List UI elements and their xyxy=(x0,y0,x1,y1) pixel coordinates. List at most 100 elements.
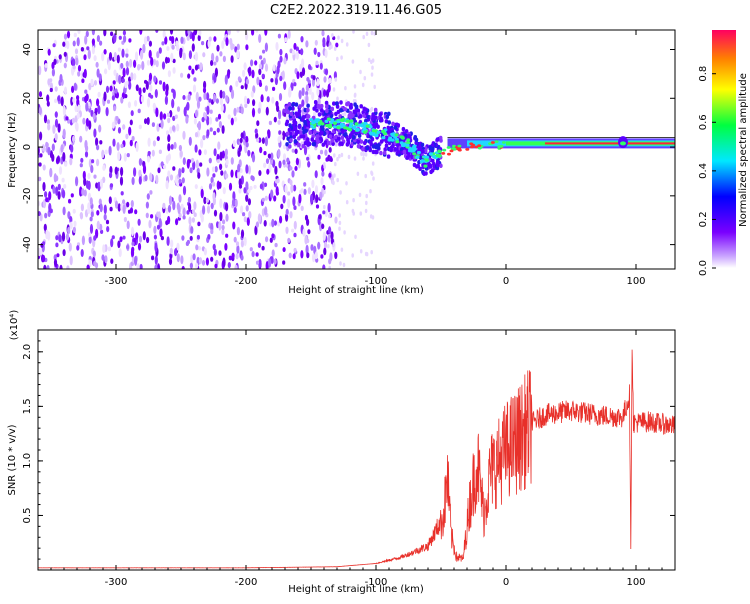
spectral-cell xyxy=(356,144,361,149)
spectral-cell xyxy=(341,112,345,118)
spectral-cell xyxy=(274,77,278,86)
spectral-cell xyxy=(96,35,100,42)
spectral-cell xyxy=(154,242,158,253)
spectral-cell xyxy=(156,51,160,59)
spectral-cell xyxy=(199,62,203,71)
spectral-cell xyxy=(370,72,374,77)
spectral-cell xyxy=(322,131,327,136)
spectral-cell xyxy=(231,252,235,259)
spectral-cell xyxy=(122,199,126,205)
spectral-cell xyxy=(43,114,48,124)
spectral-cell xyxy=(280,203,284,210)
spectral-cell xyxy=(76,245,80,251)
spectral-cell xyxy=(352,99,356,104)
spectral-cell xyxy=(117,47,121,52)
spectral-cell xyxy=(253,184,257,189)
spectral-cell xyxy=(155,30,159,33)
spectral-cell xyxy=(187,73,191,79)
spectral-cell xyxy=(95,137,99,147)
spectral-cell xyxy=(233,107,237,117)
spectral-cell xyxy=(378,112,383,117)
spectral-cell xyxy=(334,161,337,167)
spectral-cell xyxy=(430,148,435,153)
y-tick-label: 2.0 xyxy=(22,344,33,360)
spectral-cell xyxy=(301,99,305,107)
spectral-cell xyxy=(258,170,262,176)
spectral-cell xyxy=(146,97,151,108)
spectral-cell xyxy=(306,107,310,113)
spectral-cell xyxy=(48,191,52,201)
spectral-cell xyxy=(125,48,129,54)
spectral-cell xyxy=(59,73,63,83)
spectral-cell xyxy=(255,30,259,33)
spectral-cell xyxy=(295,46,300,52)
spectral-cell xyxy=(289,179,293,186)
spectral-cell xyxy=(134,255,138,266)
spectral-cell xyxy=(122,67,126,78)
spectral-cell xyxy=(172,166,176,171)
spectral-cell xyxy=(243,62,247,71)
spectral-cell xyxy=(198,149,202,156)
spectral-cell xyxy=(274,165,278,175)
spectral-cell xyxy=(158,47,162,54)
spectral-cell xyxy=(282,159,286,165)
spectral-cell xyxy=(182,95,186,100)
spectral-cell xyxy=(180,255,184,265)
spectral-cell xyxy=(71,85,75,93)
spectral-cell xyxy=(242,69,246,78)
spectral-cell xyxy=(83,68,87,79)
spectral-cell xyxy=(206,92,210,101)
spectral-cell xyxy=(264,63,269,72)
spectral-cell xyxy=(330,138,335,143)
spectral-cell xyxy=(361,82,365,88)
spectral-cell xyxy=(162,202,166,210)
spectral-cell xyxy=(359,123,364,127)
spectral-cell xyxy=(286,136,291,141)
spectral-cell xyxy=(176,123,180,132)
spectral-cell xyxy=(42,164,46,171)
spectral-cell xyxy=(276,104,280,112)
spectral-cell xyxy=(193,77,197,82)
spectral-cell xyxy=(88,235,92,244)
spectral-cell xyxy=(447,152,451,156)
spectral-cell xyxy=(200,138,204,149)
spectral-cell xyxy=(96,220,100,230)
spectral-cell xyxy=(370,171,374,176)
spectral-cell xyxy=(137,108,141,114)
spectral-cell xyxy=(182,157,186,166)
spectral-cell xyxy=(194,144,198,153)
spectral-cell xyxy=(265,261,269,269)
spectral-cell xyxy=(130,226,135,237)
spectral-cell xyxy=(421,149,425,154)
spectral-cell xyxy=(142,87,146,93)
spectral-cell xyxy=(47,123,51,131)
spectral-cell xyxy=(245,135,249,144)
spectral-cell xyxy=(103,49,107,55)
spectral-cell xyxy=(54,133,58,141)
spectral-cell xyxy=(100,229,104,234)
spectral-cell xyxy=(220,170,224,176)
spectral-cell xyxy=(318,214,322,219)
spectral-cell xyxy=(162,81,166,92)
spectral-cell xyxy=(38,247,41,257)
spectral-cell xyxy=(270,152,274,161)
spectral-cell xyxy=(299,63,303,73)
spectral-cell xyxy=(89,216,93,222)
spectral-cell xyxy=(176,106,181,112)
spectral-cell xyxy=(148,92,152,98)
spectral-cell xyxy=(202,52,206,58)
spectral-cell xyxy=(189,167,193,174)
spectral-cell xyxy=(87,180,91,191)
spectral-cell xyxy=(116,54,120,64)
spectral-cell xyxy=(304,128,309,133)
spectral-cell xyxy=(401,126,406,132)
spectral-cell xyxy=(146,193,150,200)
spectral-cell xyxy=(123,152,127,162)
spectral-cell xyxy=(149,84,153,92)
spectral-cell xyxy=(133,59,137,68)
spectral-cell xyxy=(239,137,243,143)
spectral-cell xyxy=(79,163,83,168)
spectral-cell xyxy=(352,211,356,216)
spectral-cell xyxy=(47,231,51,241)
spectral-cell xyxy=(319,103,324,109)
